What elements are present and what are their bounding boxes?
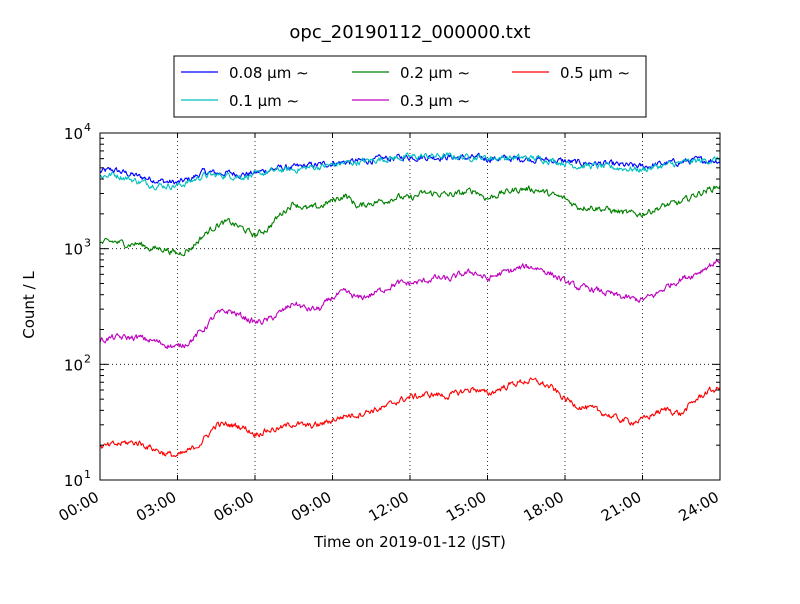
y-tick-label: 10 3 <box>64 237 91 259</box>
series-line-3 <box>99 258 721 350</box>
legend-entry: 0.08 μm ∼ <box>181 64 309 82</box>
y-tick-exponent: 3 <box>84 237 91 250</box>
legend-entry: 0.3 μm ∼ <box>352 92 470 110</box>
grid-lines <box>100 133 720 480</box>
legend-box <box>173 55 647 118</box>
x-axis-label: Time on 2019-01-12 (JST) <box>313 533 506 551</box>
legend-entry: 0.2 μm ∼ <box>352 64 470 82</box>
y-tick-base: 10 <box>64 472 83 490</box>
legend-label: 0.3 μm ∼ <box>400 92 470 110</box>
legend: 0.08 μm ∼ 0.1 μm ∼ 0.2 μm ∼ 0.3 μm ∼ 0.5 μm … <box>173 55 647 118</box>
y-tick-exponent: 4 <box>84 121 91 134</box>
series-line-4 <box>99 377 721 458</box>
legend-label: 0.5 μm ∼ <box>560 64 630 82</box>
legend-label: 0.08 μm ∼ <box>229 64 309 82</box>
y-tick-base: 10 <box>64 356 83 374</box>
y-tick-exponent: 2 <box>84 352 91 365</box>
legend-label: 0.1 μm ∼ <box>229 92 299 110</box>
series-line-0 <box>99 152 721 185</box>
y-tick-label: 10 1 <box>64 468 91 490</box>
y-tick-label: 10 2 <box>64 352 91 374</box>
legend-label: 0.2 μm ∼ <box>400 64 470 82</box>
y-tick-base: 10 <box>64 125 83 143</box>
y-tick-exponent: 1 <box>84 468 91 481</box>
legend-entry: 0.1 μm ∼ <box>181 92 299 110</box>
series-lines <box>99 152 721 458</box>
y-tick-label: 10 4 <box>64 121 91 143</box>
y-tick-base: 10 <box>64 241 83 259</box>
y-axis-label: Count / L <box>20 271 38 339</box>
series-line-1 <box>100 152 721 191</box>
chart-title: opc_20190112_000000.txt <box>289 22 530 43</box>
legend-entry: 0.5 μm ∼ <box>512 64 630 82</box>
series-line-2 <box>99 185 721 257</box>
